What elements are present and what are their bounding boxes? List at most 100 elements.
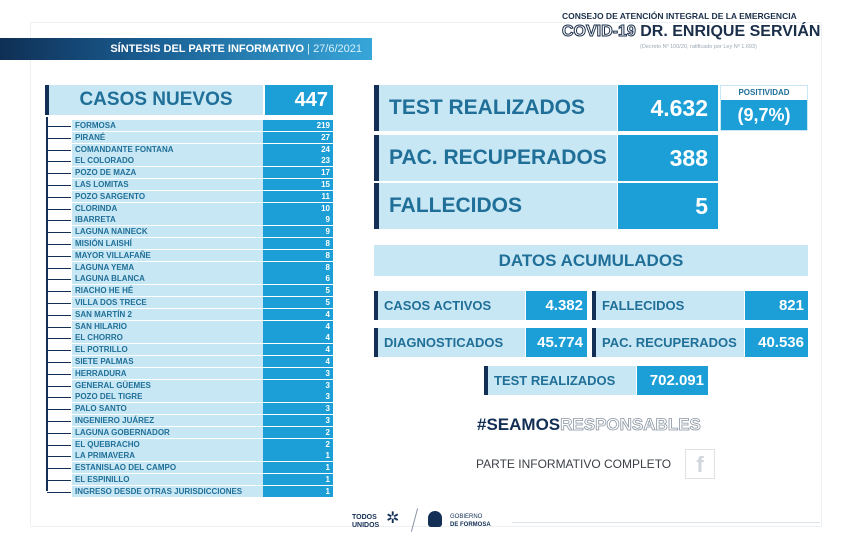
locality-row: HERRADURA 3 [72,367,333,379]
locality-count: 4 [263,344,333,356]
locality-count: 3 [263,403,333,415]
locality-count: 17 [263,167,333,179]
locality-name: EL COLORADO [72,155,263,167]
tree-branch [47,373,71,375]
logo-text: DE FORMOSA [450,522,491,528]
hashtag: #SEAMOSRESPONSABLES [477,414,701,436]
locality-name: GENERAL GÜEMES [72,379,263,391]
summary-title: SÍNTESIS DEL PARTE INFORMATIVO [110,43,305,55]
hashtag-responsables: RESPONSABLES [560,415,702,435]
daily-fallecidos-label: FALLECIDOS [379,183,617,229]
locality-name: PALO SANTO [72,403,263,415]
locality-name: POZO SARGENTO [72,190,263,202]
logo-text: GOBIERNO [450,514,483,520]
locality-name: ESTANISLAO DEL CAMPO [72,462,263,474]
tree-branch [47,444,71,446]
locality-count: 5 [263,285,333,297]
locality-name: EL POTRILLO [72,344,263,356]
locality-name: LAGUNA NAINECK [72,226,263,238]
accent-bar [484,366,488,395]
locality-row: IBARRETA 9 [72,214,333,226]
tree-branch [47,397,71,399]
accent-bar [374,183,379,229]
locality-count: 3 [263,379,333,391]
locality-name: EL CHORRO [72,332,263,344]
locality-row: CLORINDA 10 [72,202,333,214]
daily-tests-value: 4.632 [618,85,718,131]
locality-name: CLORINDA [72,202,263,214]
acc-tests-label: TEST REALIZADOS [488,366,636,395]
accent-bar [374,135,379,181]
facebook-icon[interactable]: f [685,449,715,479]
locality-count: 1 [263,450,333,462]
locality-name: EL ESPINILLO [72,474,263,485]
locality-name: LAGUNA GOBERNADOR [72,426,263,438]
formosa-shield-icon [428,511,442,527]
locality-count: 1 [263,462,333,474]
acc-diagnosticados-value: 45.774 [526,328,587,357]
covid-label: COVID-19 [562,23,637,41]
locality-name: INGRESO DESDE OTRAS JURISDICCIONES [72,485,263,497]
locality-row: FORMOSA 219 [72,120,333,131]
acc-activos-value: 4.382 [526,291,587,320]
locality-row: POZO SARGENTO 11 [72,190,333,202]
acc-diagnosticados-label: DIAGNOSTICADOS [378,328,525,357]
locality-row: EL COLORADO 23 [72,155,333,167]
separator: | [304,43,314,55]
locality-row: LAS LOMITAS 15 [72,179,333,190]
daily-recuperados-value: 388 [618,135,718,181]
todos-unidos-logo: TODOS UNIDOS [352,514,379,530]
locality-count: 4 [263,308,333,320]
tree-branch [47,491,71,493]
locality-row: LAGUNA NAINECK 9 [72,226,333,238]
tree-branch [47,220,71,222]
locality-count: 2 [263,426,333,438]
stars-icon: ✲ [386,510,400,527]
locality-row: RIACHO HE HÉ 5 [72,285,333,297]
locality-row: MAYOR VILLAFAÑE 8 [72,249,333,261]
tree-branch [47,126,71,127]
locality-row: POZO DEL TIGRE 3 [72,391,333,403]
acc-tests-value: 702.091 [637,366,708,395]
locality-row: GENERAL GÜEMES 3 [72,379,333,391]
locality-count: 4 [263,332,333,344]
positivity-value: (9,7%) [721,100,807,130]
locality-row: MISIÓN LAISHÍ 8 [72,238,333,249]
accent-bar [45,85,49,115]
locality-name: LAGUNA BLANCA [72,273,263,285]
locality-count: 8 [263,238,333,249]
tree-branch [47,468,71,470]
positivity-label: POSITIVIDAD [738,88,790,97]
tree-branch [47,421,71,422]
footer-line [512,522,820,523]
hashtag-seamos: #SEAMOS [477,415,561,434]
acc-recuperados-value: 40.536 [745,328,808,357]
locality-name: SIETE PALMAS [72,356,263,367]
tree-branch [47,326,71,328]
tree-branch [47,314,71,316]
tree-branch [47,350,71,352]
new-cases-total: 447 [265,85,333,115]
locality-count: 3 [263,367,333,379]
locality-count: 4 [263,320,333,332]
locality-row: LAGUNA BLANCA 6 [72,273,333,285]
new-cases-label: CASOS NUEVOS [49,85,263,115]
logo-text: TODOS [352,514,377,521]
acc-activos-label: CASOS ACTIVOS [378,291,525,320]
positivity-box: POSITIVIDAD (9,7%) [720,85,808,131]
locality-count: 9 [263,226,333,238]
locality-count: 23 [263,155,333,167]
locality-name: PIRANÉ [72,131,263,143]
council-title: CONSEJO DE ATENCIÓN INTEGRAL DE LA EMERG… [562,11,797,21]
tree-branch [47,149,71,151]
locality-name: HERRADURA [72,367,263,379]
locality-count: 5 [263,297,333,308]
accumulated-title: DATOS ACUMULADOS [374,245,808,276]
locality-name: COMANDANTE FONTANA [72,143,263,155]
tree-branch [47,267,71,269]
locality-name: SAN HILARIO [72,320,263,332]
tree-branch [47,362,71,363]
acc-recuperados-label: PAC. RECUPERADOS [596,328,744,357]
tree-branch [47,291,71,293]
accent-bar [592,291,596,320]
